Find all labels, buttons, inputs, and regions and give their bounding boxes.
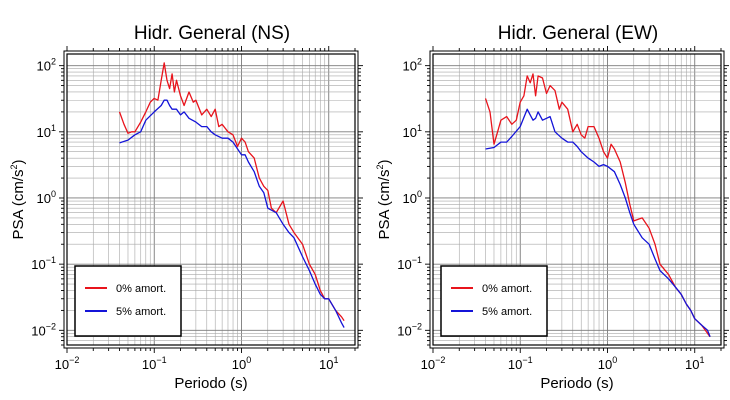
frame-inner [66,53,356,346]
x-axis-label: Periodo (s) [174,375,247,392]
legend-box [74,265,182,337]
x-tick-label: 10−2 [421,355,446,372]
series-line-5pct [119,99,345,328]
x-tick-label: 101 [685,355,704,372]
y-axis-label: PSA (cm/s2) [9,159,27,239]
y-tick-label: 101 [403,123,422,140]
series-line-0pct [484,73,711,338]
y-tick-label: 10−2 [397,321,422,338]
y-tick-label: 102 [403,57,422,74]
x-axis-label: Periodo (s) [540,375,613,392]
frame-inner [432,53,722,346]
frame-outer [63,50,359,349]
x-tick-label: 10−2 [55,355,80,372]
y-axis-label: PSA (cm/s2) [375,159,393,239]
series-line-5pct [485,108,711,337]
y-tick-label: 100 [37,189,56,206]
x-tick-label: 10−1 [142,355,167,372]
legend: 0% amort. 5% amort. [74,265,182,337]
chart-title: Hidr. General (EW) [498,23,658,44]
legend-label-0pct: 0% amort. [116,283,166,295]
x-tick-label: 100 [598,355,617,372]
frame-outer [429,50,725,349]
series-line-0pct [118,62,345,322]
legend: 0% amort. 5% amort. [440,265,548,337]
legend-box [440,265,548,337]
chart-ns: Hidr. General (NS) 10−2 10−1 100 101 10−2 10−1… [9,23,363,392]
x-tick-label: 101 [319,355,338,372]
x-tick-label: 100 [232,355,251,372]
x-tick-label: 10−1 [508,355,533,372]
legend-label-5pct: 5% amort. [116,306,166,318]
legend-label-5pct: 5% amort. [482,306,532,318]
frame-ticks [59,46,363,353]
y-tick-label: 100 [403,189,422,206]
y-tick-label: 10−1 [397,255,422,272]
chart-title: Hidr. General (NS) [134,23,290,44]
y-tick-label: 10−1 [31,255,56,272]
y-tick-label: 101 [37,123,56,140]
legend-label-0pct: 0% amort. [482,283,532,295]
frame-ticks [425,46,729,353]
y-tick-label: 102 [37,57,56,74]
y-tick-label: 10−2 [31,321,56,338]
chart-ew: Hidr. General (EW) 10−2 10−1 100 101 10−2 10−1… [375,23,729,392]
